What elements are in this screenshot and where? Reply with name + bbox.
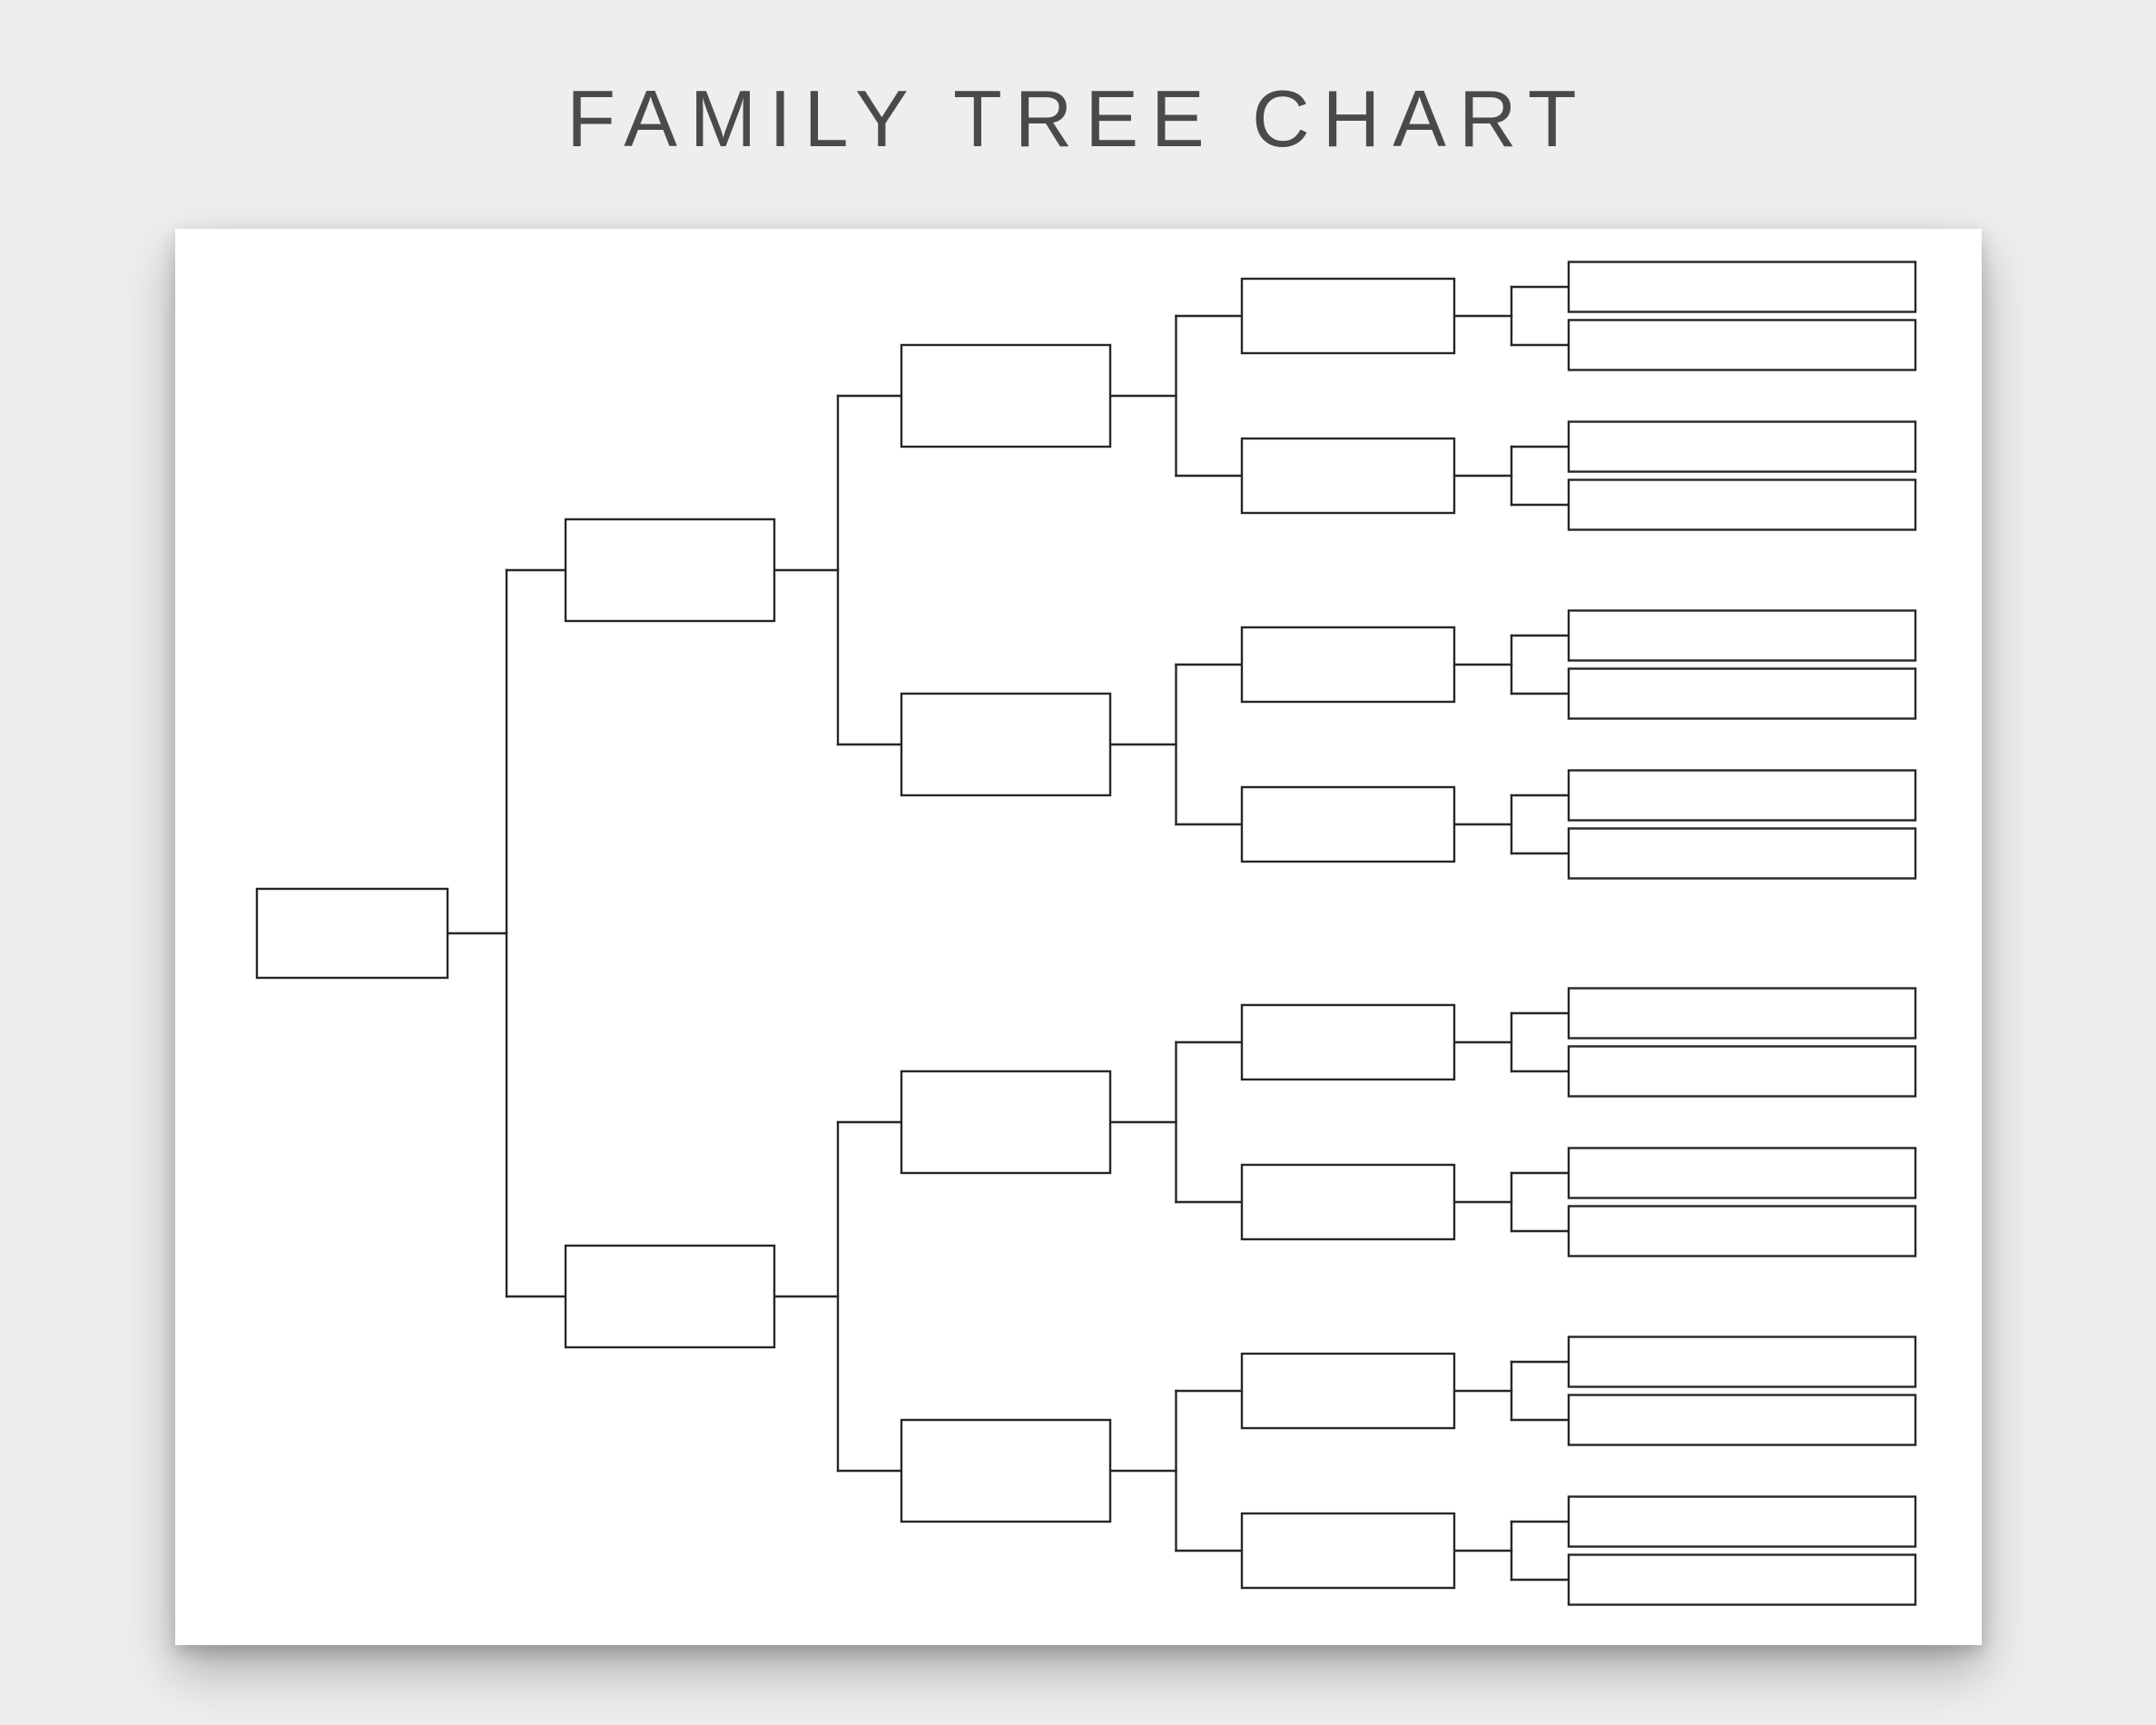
tree-box — [1242, 787, 1454, 862]
tree-box — [1242, 1513, 1454, 1588]
tree-box — [901, 345, 1110, 447]
tree-box — [257, 889, 448, 978]
chart-sheet — [175, 229, 1982, 1645]
tree-box — [1242, 1165, 1454, 1239]
tree-box — [901, 694, 1110, 795]
sheet-shadow-wrap — [175, 229, 1982, 1645]
tree-box — [1242, 279, 1454, 353]
tree-box — [1242, 627, 1454, 702]
tree-box — [1569, 1337, 1915, 1387]
tree-box — [1569, 320, 1915, 370]
tree-box — [1569, 1497, 1915, 1547]
tree-box — [1569, 1207, 1915, 1257]
tree-box — [1569, 262, 1915, 312]
tree-box — [1242, 439, 1454, 513]
tree-box — [1569, 1555, 1915, 1605]
tree-box — [1569, 422, 1915, 472]
tree-box — [1569, 829, 1915, 879]
page-title: FAMILY TREE CHART — [0, 73, 2156, 165]
tree-box — [1569, 1395, 1915, 1445]
family-tree-diagram — [175, 229, 1982, 1645]
tree-box — [901, 1071, 1110, 1173]
tree-box — [1569, 989, 1915, 1039]
tree-box — [566, 519, 774, 621]
page: FAMILY TREE CHART — [0, 0, 2156, 1725]
tree-box — [1569, 1148, 1915, 1198]
tree-box — [1569, 771, 1915, 821]
tree-box — [1242, 1354, 1454, 1428]
tree-box — [566, 1246, 774, 1347]
tree-box — [901, 1420, 1110, 1522]
tree-box — [1569, 669, 1915, 719]
tree-box — [1569, 480, 1915, 530]
tree-box — [1569, 1047, 1915, 1097]
tree-box — [1569, 611, 1915, 661]
tree-box — [1242, 1005, 1454, 1079]
